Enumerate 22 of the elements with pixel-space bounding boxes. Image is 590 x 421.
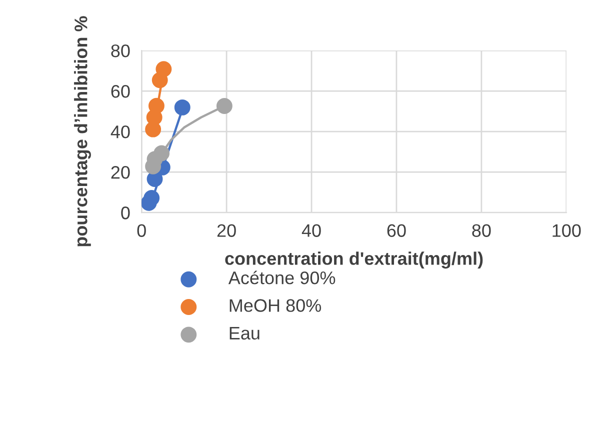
x-axis-title: concentration d'extrait(mg/ml) <box>225 252 483 269</box>
point <box>148 98 164 114</box>
y-tick-label: 80 <box>111 44 130 58</box>
point <box>216 98 232 114</box>
x-tick-label: 40 <box>302 224 321 237</box>
x-tick-label: 60 <box>387 224 406 237</box>
y-tick-label: 60 <box>111 84 130 98</box>
point <box>154 145 170 162</box>
y-tick-label: 0 <box>121 206 130 220</box>
y-axis-title: pourcentage d’inhibition % <box>74 16 91 246</box>
legend-label: Acétone 90% <box>228 270 336 284</box>
point <box>144 190 160 206</box>
x-tick-label: 20 <box>217 224 236 237</box>
point <box>174 99 190 116</box>
x-tick-label: 80 <box>472 224 491 237</box>
legend-label: MeOH 80% <box>230 299 322 312</box>
y-tick-label: 40 <box>110 125 130 138</box>
y-tick-label: 20 <box>111 166 130 179</box>
point <box>156 61 172 78</box>
x-tick-label: 100 <box>552 224 581 237</box>
legend-label: Eau <box>230 326 260 340</box>
x-tick-label: 0 <box>137 224 146 237</box>
